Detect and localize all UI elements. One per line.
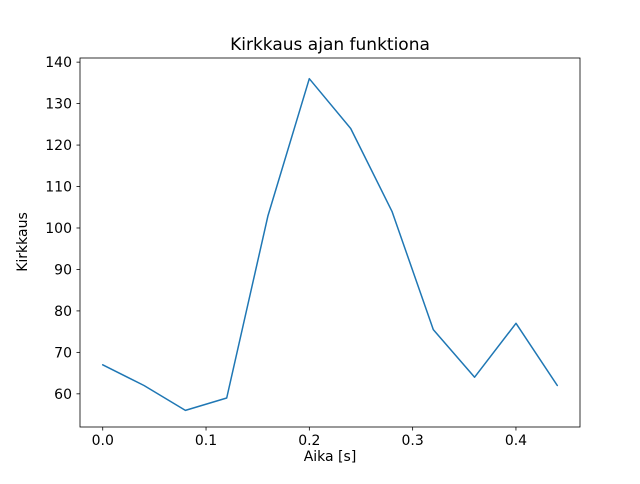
y-axis-label: Kirkkaus [15,212,31,272]
chart-title: Kirkkaus ajan funktiona [230,35,430,55]
x-tick-label: 0.4 [505,433,527,449]
y-tick-label: 110 [45,180,72,196]
x-tick-label: 0.3 [402,433,424,449]
y-tick-label: 100 [45,221,72,237]
y-tick-label: 80 [54,304,72,320]
x-axis-label: Aika [s] [304,449,357,465]
y-tick-label: 120 [45,138,72,154]
axes-box [79,57,581,428]
y-tick-label: 130 [45,97,72,113]
y-tick-label: 90 [54,262,72,278]
x-tick-label: 0.0 [92,433,114,449]
y-tick-label: 60 [54,387,72,403]
x-tick-label: 0.2 [298,433,320,449]
x-tick-label: 0.1 [195,433,217,449]
y-tick-label: 140 [45,55,72,71]
y-tick-label: 70 [54,345,72,361]
data-line [101,77,559,412]
plot-area: 0.0 0.1 0.2 0.3 0.4 60 70 80 90 100 110 120 130 140 [45,55,581,449]
